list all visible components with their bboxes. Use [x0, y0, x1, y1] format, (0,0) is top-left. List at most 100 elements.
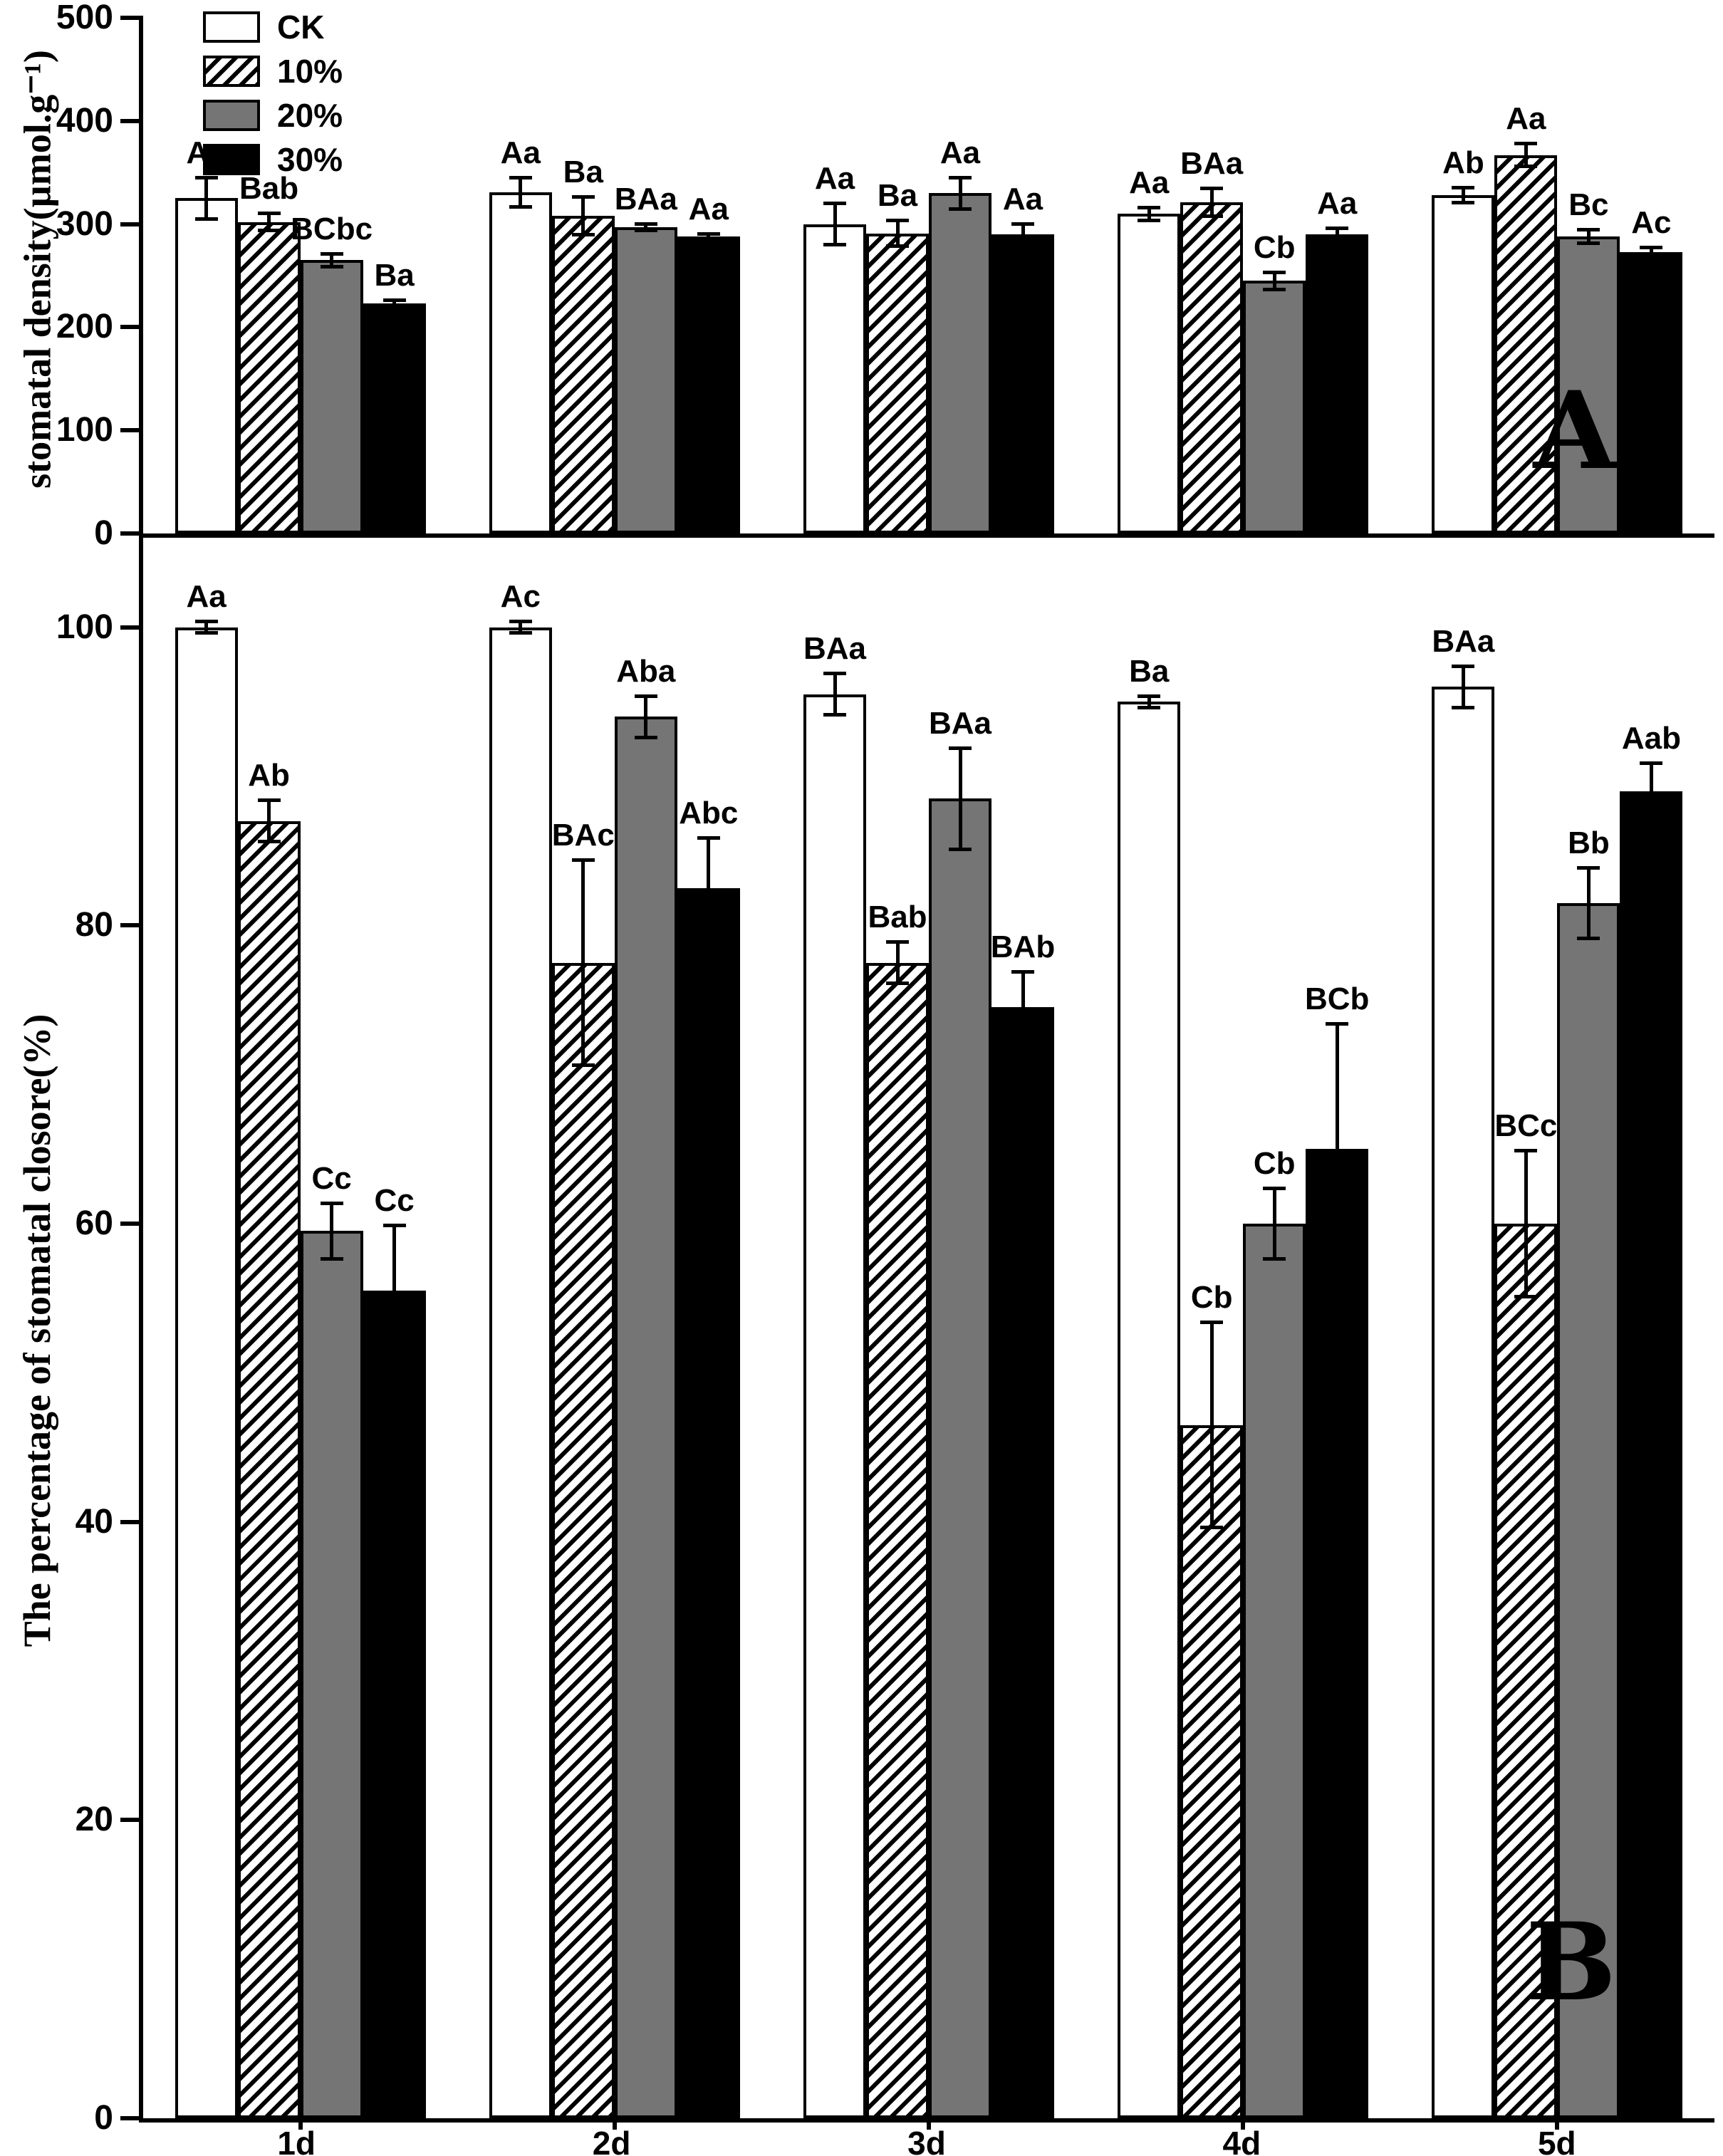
significance-label: Aa: [688, 192, 729, 227]
bar: [1494, 1223, 1558, 2118]
significance-label: Ab: [248, 758, 290, 793]
error-bar: [634, 694, 657, 739]
significance-label: BAc: [551, 818, 615, 853]
y-axis-tick: [120, 428, 143, 433]
significance-label: Aba: [616, 653, 676, 689]
significance-label: BAa: [1180, 146, 1244, 182]
significance-label: Cb: [1253, 1145, 1296, 1181]
error-bar: [509, 620, 532, 635]
bar: [1306, 234, 1369, 533]
y-axis-tick-label: 20: [75, 1801, 113, 1839]
bar: [803, 694, 866, 2118]
error-bar: [886, 940, 909, 986]
x-axis-tick: [1241, 2118, 1246, 2130]
error-bar: [382, 298, 406, 309]
bar: [237, 821, 301, 2118]
bar: [1494, 155, 1558, 533]
x-axis-category-label: 3d: [907, 2125, 946, 2156]
panel-b-y-axis-title: The percentage of stomatal closore(%): [16, 1014, 58, 1647]
error-bar: [949, 175, 972, 211]
error-bar: [1200, 187, 1224, 218]
y-axis-tick: [120, 2116, 143, 2120]
bar: [1557, 236, 1620, 533]
bar: [175, 198, 238, 533]
bar: [1243, 1223, 1306, 2118]
bar: [363, 303, 426, 533]
significance-label: Cc: [374, 1182, 415, 1218]
significance-label: Aa: [1317, 185, 1358, 221]
significance-label: Aab: [1621, 721, 1681, 756]
significance-label: Ba: [374, 257, 415, 293]
significance-label: Ab: [1442, 145, 1484, 181]
error-bar: [194, 175, 218, 222]
x-axis-tick: [298, 2118, 303, 2130]
y-axis-tick: [120, 531, 143, 536]
y-axis-tick: [120, 16, 143, 20]
error-bar: [1011, 222, 1034, 247]
panel-b-letter: B: [1526, 1900, 1616, 2025]
significance-label: Bab: [239, 171, 299, 207]
panel-a: stomatal density(µmol.g⁻¹) CK 10% 20% 30% 0…: [0, 0, 1723, 551]
error-bar: [1640, 761, 1663, 821]
y-axis-tick: [120, 222, 143, 226]
significance-label: BAa: [928, 706, 992, 741]
panel-b: The percentage of stomatal closore(%) 0 2…: [0, 538, 1723, 2135]
error-bar: [1577, 228, 1600, 245]
x-axis-category-label: 5d: [1537, 2125, 1576, 2156]
significance-label: Cc: [311, 1160, 352, 1196]
error-bar: [949, 746, 972, 851]
significance-label: Bab: [868, 900, 927, 935]
error-bar: [1138, 205, 1161, 222]
y-axis-tick: [120, 1818, 143, 1823]
y-axis-tick-label: 80: [75, 906, 113, 944]
bar: [803, 224, 866, 533]
x-axis-tick: [927, 2118, 931, 2130]
bar: [1432, 687, 1495, 2118]
bar: [1432, 195, 1495, 533]
bar: [175, 627, 238, 2118]
y-axis-tick-label: 400: [56, 101, 113, 140]
significance-label: Ba: [877, 178, 918, 214]
bar: [1306, 1149, 1369, 2118]
y-axis-tick-label: 300: [56, 204, 113, 243]
y-axis-tick: [120, 923, 143, 928]
legend-label: 30%: [277, 141, 343, 178]
significance-label: Cb: [1190, 1280, 1233, 1316]
error-bar: [823, 672, 846, 717]
y-axis-tick-label: 0: [94, 514, 113, 552]
x-axis-labels: 1d 2d 3d 4d 5d: [139, 2124, 1714, 2156]
x-axis-category-label: 4d: [1222, 2125, 1261, 2156]
significance-label: Abc: [679, 795, 739, 830]
significance-label: Cb: [1253, 229, 1296, 265]
bar: [1118, 702, 1181, 2118]
significance-label: Aa: [186, 135, 227, 170]
significance-label: BAa: [1432, 623, 1495, 659]
error-bar: [1640, 246, 1663, 259]
legend-swatch-20%: [203, 100, 260, 131]
bar: [677, 887, 740, 2118]
significance-label: Ba: [563, 155, 603, 190]
y-axis-tick: [120, 118, 143, 123]
y-axis-tick-label: 100: [56, 608, 113, 646]
error-bar: [1200, 1321, 1224, 1530]
legend-item: 10%: [203, 52, 343, 90]
significance-label: Ac: [500, 579, 541, 615]
panel-b-plot-area: 0 20 40 60 80 100 Aa Ab Cc Cc Ac BAc Aba Abc BAa Bab BAa…: [56, 538, 1714, 2135]
error-bar: [571, 195, 595, 236]
significance-label: Aa: [814, 160, 855, 196]
legend-item: CK: [203, 8, 343, 46]
bar: [1118, 214, 1181, 533]
y-axis-tick: [120, 1221, 143, 1226]
significance-label: Bb: [1568, 825, 1610, 860]
y-axis-tick-label: 0: [94, 2099, 113, 2137]
bar: [551, 962, 615, 2118]
bar: [866, 233, 929, 533]
legend-label: CK: [277, 9, 325, 46]
significance-label: BCbc: [291, 211, 373, 246]
bar: [614, 717, 677, 2118]
bar: [677, 236, 740, 533]
error-bar: [1138, 694, 1161, 709]
bar: [237, 222, 301, 533]
bar: [1620, 251, 1683, 533]
